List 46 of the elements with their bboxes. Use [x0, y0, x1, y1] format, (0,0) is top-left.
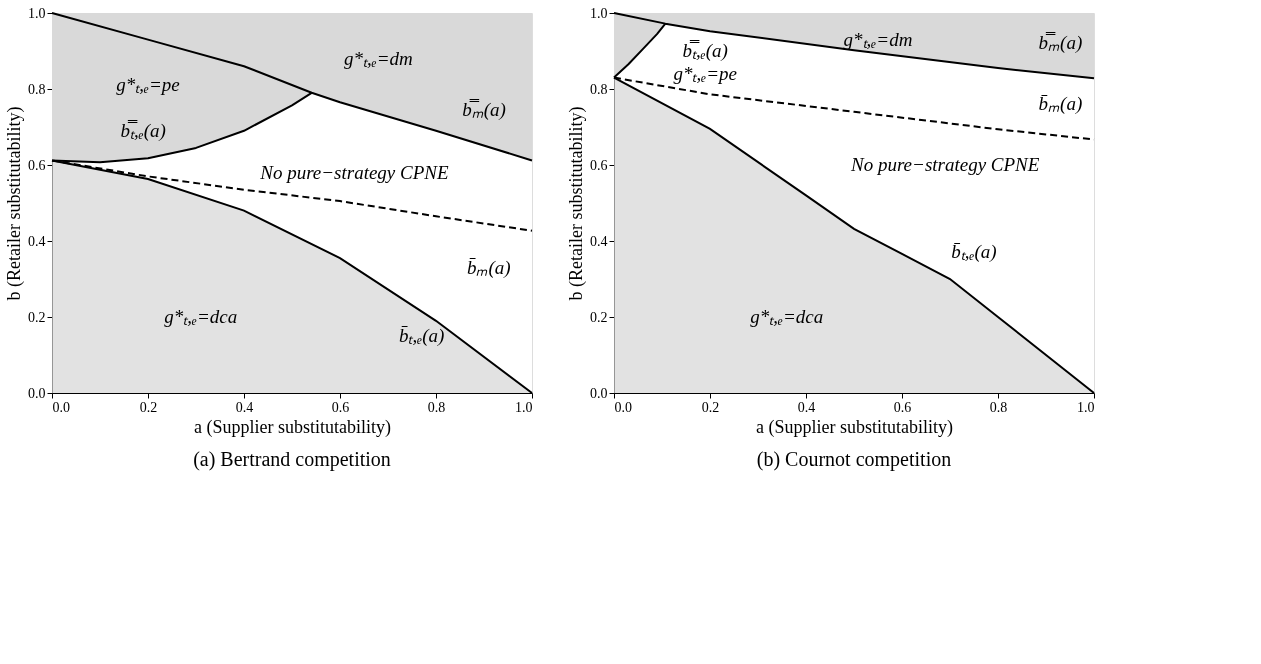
x-tick-label: 0.8	[427, 399, 446, 415]
text: (b) Cournot competition	[756, 448, 952, 471]
annotation: g*ₜ,ₑ=pe	[116, 74, 180, 96]
x-tick-label: 1.0	[1077, 399, 1095, 415]
x-tick-label: 0.8	[989, 399, 1008, 415]
y-tick-label: 0.6	[28, 157, 46, 173]
annotation: No pure−strategy CPNE	[259, 161, 449, 183]
annotation: g*ₜ,ₑ=dca	[164, 306, 238, 327]
x-tick-label: 0.4	[235, 399, 254, 415]
annotation: b̄ₘ(a)	[466, 256, 511, 279]
x-tick-label: 1.0	[515, 399, 533, 415]
x-tick-label: 0.4	[797, 399, 816, 415]
x-tick-label: 0.0	[614, 399, 632, 415]
y-axis-title: b (Retailer substitutability)	[566, 106, 587, 301]
annotation: b̄ₜ,ₑ(a)	[398, 325, 445, 347]
annotation: b̿ₘ(a)	[1038, 32, 1083, 55]
y-tick-label: 0.0	[28, 385, 46, 401]
x-tick-label: 0.6	[331, 399, 350, 415]
annotation: b̿ₘ(a)	[462, 98, 506, 121]
annotation: b̿ₜ,ₑ(a)	[120, 119, 166, 142]
x-tick-label: 0.2	[139, 399, 158, 415]
x-axis-title: a (Supplier substitutability)	[194, 416, 391, 438]
y-tick-label: 1.0	[590, 5, 608, 21]
annotation: b̄ₘ(a)	[1038, 93, 1083, 116]
x-tick-label: 0.6	[893, 399, 912, 415]
x-tick-label: 0.0	[52, 399, 70, 415]
y-tick-label: 0.8	[590, 81, 608, 97]
y-tick-label: 0.6	[590, 157, 608, 173]
text: (a) Bertrand competition	[193, 448, 391, 471]
y-tick-label: 0.0	[590, 385, 608, 401]
y-tick-label: 0.2	[28, 309, 46, 325]
annotation: No pure−strategy CPNE	[850, 154, 1040, 175]
annotation: g*ₜ,ₑ=dm	[843, 28, 913, 50]
y-tick-label: 0.2	[590, 309, 608, 325]
annotation: g*ₜ,ₑ=dca	[750, 306, 824, 327]
annotation: g*ₜ,ₑ=pe	[673, 62, 737, 84]
y-tick-label: 0.4	[590, 233, 608, 249]
y-tick-label: 0.8	[28, 81, 46, 97]
x-tick-label: 0.2	[701, 399, 720, 415]
y-axis-title: b (Retailer substitutability)	[4, 106, 25, 301]
annotation: g*ₜ,ₑ=dm	[344, 47, 413, 69]
y-tick-label: 0.4	[28, 233, 46, 249]
annotation: b̿ₜ,ₑ(a)	[682, 40, 728, 62]
x-axis-title: a (Supplier substitutability)	[756, 416, 953, 438]
annotation: b̄ₜ,ₑ(a)	[951, 241, 997, 264]
y-tick-label: 1.0	[28, 5, 46, 21]
